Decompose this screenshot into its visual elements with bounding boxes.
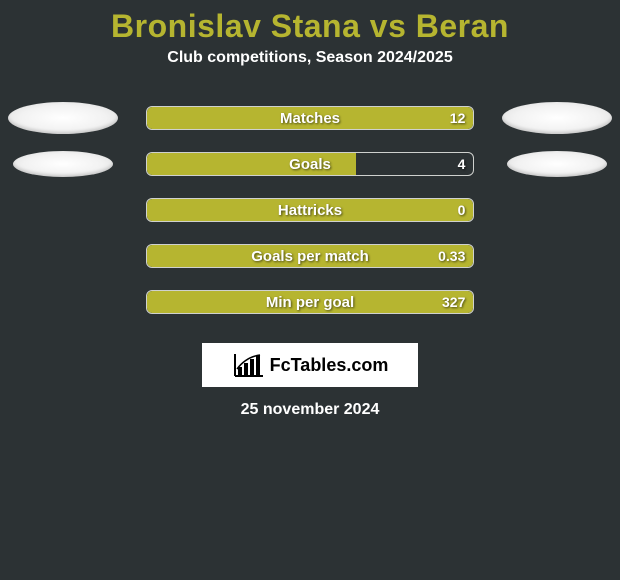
player-marker-right <box>507 151 607 177</box>
stat-row: Goals per match0.33 <box>0 233 620 279</box>
left-side <box>0 102 126 134</box>
stat-bar: Matches12 <box>146 106 475 130</box>
subtitle: Club competitions, Season 2024/2025 <box>0 49 620 67</box>
stat-value: 327 <box>442 291 465 313</box>
stat-label: Goals <box>147 153 474 175</box>
stat-value: 0.33 <box>438 245 465 267</box>
right-side <box>494 151 620 177</box>
left-side <box>0 151 126 177</box>
stat-bar: Hattricks0 <box>146 198 475 222</box>
stat-row: Goals4 <box>0 141 620 187</box>
stat-label: Hattricks <box>147 199 474 221</box>
player-marker-left <box>13 151 113 177</box>
stat-label: Matches <box>147 107 474 129</box>
logo-box: FcTables.com <box>202 343 418 387</box>
player-marker-right <box>502 102 612 134</box>
stat-label: Min per goal <box>147 291 474 313</box>
stat-row: Matches12 <box>0 95 620 141</box>
stat-value: 4 <box>458 153 466 175</box>
chart-icon <box>232 351 266 379</box>
stat-bar: Goals4 <box>146 152 475 176</box>
stat-label: Goals per match <box>147 245 474 267</box>
stat-bar: Min per goal327 <box>146 290 475 314</box>
stat-value: 0 <box>458 199 466 221</box>
right-side <box>494 102 620 134</box>
stat-value: 12 <box>450 107 466 129</box>
logo-text: FcTables.com <box>270 355 389 376</box>
stat-bar: Goals per match0.33 <box>146 244 475 268</box>
stat-row: Min per goal327 <box>0 279 620 325</box>
stats-grid: Matches12 Goals4 Hattricks0 Goals per match… <box>0 95 620 325</box>
date-label: 25 november 2024 <box>0 401 620 419</box>
player-marker-left <box>8 102 118 134</box>
page-title: Bronislav Stana vs Beran <box>0 0 620 49</box>
stat-row: Hattricks0 <box>0 187 620 233</box>
